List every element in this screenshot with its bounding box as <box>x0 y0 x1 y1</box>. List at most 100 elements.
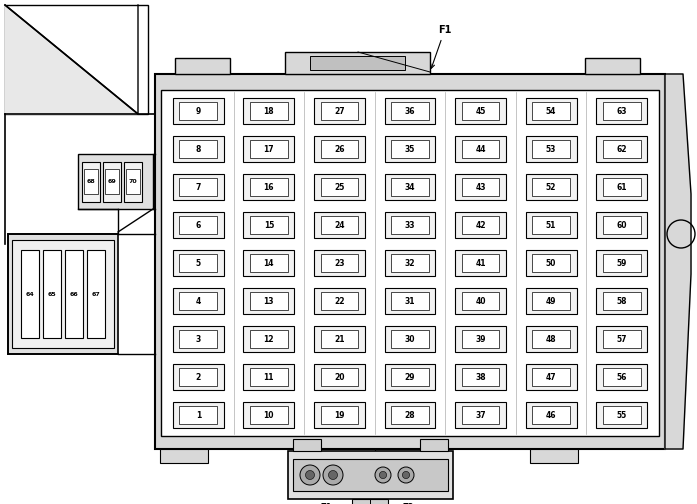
Bar <box>314 98 365 124</box>
Text: 33: 33 <box>405 221 415 229</box>
Bar <box>526 212 576 238</box>
Bar <box>597 249 647 276</box>
Bar <box>385 402 436 428</box>
Circle shape <box>398 467 414 483</box>
Bar <box>533 255 570 272</box>
Polygon shape <box>5 5 138 114</box>
Bar <box>321 141 358 158</box>
Bar <box>526 402 576 428</box>
Text: 64: 64 <box>26 291 34 296</box>
Bar <box>82 161 100 202</box>
Text: 23: 23 <box>334 259 345 268</box>
Text: 47: 47 <box>546 372 556 382</box>
Text: 39: 39 <box>475 335 486 344</box>
Text: 19: 19 <box>334 410 345 419</box>
Circle shape <box>305 471 314 479</box>
Bar <box>173 326 224 352</box>
Text: 68: 68 <box>86 179 95 184</box>
Bar <box>455 364 506 390</box>
Bar <box>391 141 429 158</box>
Circle shape <box>379 471 387 479</box>
Bar <box>250 407 288 423</box>
Text: 4: 4 <box>196 296 201 305</box>
Text: 28: 28 <box>405 410 415 419</box>
Bar <box>462 331 499 348</box>
Bar <box>462 178 499 196</box>
Text: 50: 50 <box>546 259 556 268</box>
Bar <box>526 364 576 390</box>
Bar <box>462 255 499 272</box>
Bar <box>455 288 506 314</box>
Bar <box>8 234 118 354</box>
Bar <box>173 402 224 428</box>
Bar <box>321 217 358 233</box>
Bar <box>250 178 288 196</box>
Bar <box>314 174 365 200</box>
Bar <box>180 217 217 233</box>
Text: 5: 5 <box>196 259 201 268</box>
Circle shape <box>300 465 320 485</box>
Bar <box>385 174 436 200</box>
Bar <box>243 364 294 390</box>
Bar <box>455 249 506 276</box>
Text: 49: 49 <box>546 296 556 305</box>
Text: 6: 6 <box>196 221 201 229</box>
Bar <box>250 292 288 309</box>
Text: 32: 32 <box>405 259 415 268</box>
Text: 63: 63 <box>616 106 627 115</box>
Bar <box>391 368 429 386</box>
Bar <box>180 102 217 119</box>
Bar <box>12 240 114 348</box>
Bar <box>391 102 429 119</box>
Bar <box>285 52 430 74</box>
Bar <box>385 326 436 352</box>
Text: 57: 57 <box>616 335 627 344</box>
Bar <box>391 407 429 423</box>
Bar <box>314 402 365 428</box>
Text: 65: 65 <box>47 291 56 296</box>
Bar <box>173 212 224 238</box>
Bar <box>243 136 294 162</box>
Bar <box>173 288 224 314</box>
Text: 29: 29 <box>405 372 415 382</box>
Bar <box>180 368 217 386</box>
Text: 71: 71 <box>320 503 332 504</box>
Text: 58: 58 <box>616 296 627 305</box>
Text: 70: 70 <box>129 179 137 184</box>
Text: 25: 25 <box>335 182 344 192</box>
Bar <box>160 449 208 463</box>
Bar <box>526 288 576 314</box>
Text: 31: 31 <box>405 296 415 305</box>
Bar <box>455 212 506 238</box>
Bar <box>385 364 436 390</box>
Bar <box>5 5 148 114</box>
Text: 13: 13 <box>263 296 274 305</box>
Bar <box>385 136 436 162</box>
Bar <box>533 141 570 158</box>
Bar <box>597 174 647 200</box>
Bar <box>250 255 288 272</box>
Text: 27: 27 <box>334 106 345 115</box>
Text: 34: 34 <box>405 182 415 192</box>
Text: 2: 2 <box>196 372 201 382</box>
Bar <box>533 331 570 348</box>
Text: 35: 35 <box>405 145 415 154</box>
Text: 26: 26 <box>334 145 345 154</box>
Text: 52: 52 <box>546 182 556 192</box>
Bar <box>597 288 647 314</box>
Text: 61: 61 <box>616 182 627 192</box>
Bar <box>173 364 224 390</box>
Bar <box>462 141 499 158</box>
Bar <box>603 368 641 386</box>
Text: 14: 14 <box>263 259 274 268</box>
Bar <box>243 402 294 428</box>
Bar <box>250 368 288 386</box>
Bar <box>243 288 294 314</box>
Bar <box>310 56 405 70</box>
Bar <box>78 154 153 209</box>
Bar <box>173 174 224 200</box>
Bar <box>585 58 640 74</box>
Bar <box>314 136 365 162</box>
Bar <box>526 136 576 162</box>
Bar <box>597 98 647 124</box>
